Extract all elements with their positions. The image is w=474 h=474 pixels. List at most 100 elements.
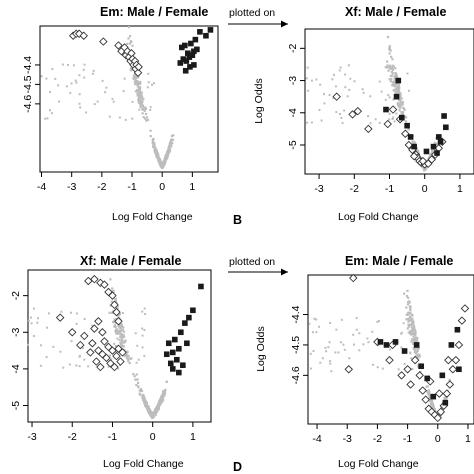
diamond-point <box>112 351 121 361</box>
square-point <box>393 93 400 100</box>
bg-point <box>165 380 168 384</box>
bg-point <box>412 324 416 327</box>
panel-d-frame <box>307 274 474 425</box>
bg-point <box>324 346 327 349</box>
diamond-point <box>406 380 415 389</box>
square-point <box>383 342 390 348</box>
bg-point <box>405 294 409 298</box>
bg-point <box>108 115 111 118</box>
y-tick-label: -4.5 <box>22 75 34 93</box>
square-point <box>404 122 410 129</box>
x-tick-label: 1 <box>190 431 196 443</box>
bg-point <box>132 372 135 376</box>
bg-point <box>389 80 392 83</box>
bg-point <box>165 155 169 158</box>
bg-point <box>121 312 124 315</box>
bg-point <box>414 337 417 340</box>
bg-point <box>143 109 146 113</box>
square-point <box>167 360 174 367</box>
bg-point <box>136 92 139 95</box>
bg-point <box>414 330 417 333</box>
panel-a: Em: Male / Female -4 -3 -2 -1 0 1 Log Fold Chan… <box>22 5 219 223</box>
bg-point <box>68 363 71 366</box>
bg-point <box>332 97 335 100</box>
square-point <box>377 339 384 345</box>
bg-point <box>386 64 389 67</box>
panel-d-background-points <box>308 289 451 421</box>
arrow-text-top: plotted on <box>229 7 275 19</box>
bg-point <box>117 313 120 316</box>
bg-point <box>378 80 381 83</box>
bg-point <box>338 112 341 115</box>
bg-point <box>129 35 132 38</box>
bg-point <box>111 287 114 290</box>
square-point <box>430 143 437 150</box>
diamond-point <box>451 355 461 365</box>
bg-point <box>114 325 117 329</box>
bg-point <box>133 375 136 378</box>
bg-point <box>339 341 342 344</box>
bg-point <box>329 321 332 324</box>
x-tick-label: 1 <box>189 181 195 193</box>
bg-point <box>408 300 411 303</box>
bg-point <box>51 68 54 71</box>
bg-point <box>392 82 395 85</box>
bg-point <box>140 102 144 105</box>
bg-point <box>390 66 393 69</box>
bg-point <box>85 111 88 114</box>
panel-letter-d: D <box>233 460 242 474</box>
bg-point <box>136 89 139 92</box>
x-tick-label: 0 <box>150 431 156 443</box>
bg-point <box>152 82 155 85</box>
square-point <box>413 342 420 348</box>
bg-point <box>52 345 55 348</box>
bg-point <box>401 100 404 104</box>
bg-point <box>111 311 114 314</box>
bg-point <box>306 121 309 124</box>
bg-point <box>392 89 395 92</box>
bg-point <box>328 341 331 344</box>
bg-point <box>137 82 140 85</box>
bg-point <box>115 329 118 332</box>
bg-point <box>418 355 421 358</box>
bg-point <box>392 98 395 101</box>
bg-point <box>134 90 137 93</box>
bg-point <box>67 63 70 66</box>
bg-point <box>135 383 138 387</box>
bg-point <box>388 96 391 99</box>
bg-point <box>121 334 125 337</box>
square-point <box>442 399 449 406</box>
bg-point <box>128 361 131 365</box>
bg-point <box>433 408 436 411</box>
bg-point <box>358 349 361 352</box>
bg-point <box>159 400 162 403</box>
x-tick-label: -2 <box>68 431 77 443</box>
bg-point <box>30 316 33 319</box>
bg-point <box>407 320 410 323</box>
square-point <box>395 77 402 84</box>
x-tick-label: 0 <box>435 433 441 445</box>
bg-point <box>133 80 137 83</box>
bg-point <box>140 94 143 98</box>
bg-point <box>353 343 356 346</box>
diamond-point <box>102 353 111 363</box>
bg-point <box>325 350 328 353</box>
bg-point <box>319 83 322 86</box>
y-tick-label: -4 <box>10 364 22 373</box>
bg-point <box>134 73 137 76</box>
bg-point <box>388 52 391 55</box>
diamond-point <box>435 389 444 398</box>
bg-point <box>400 102 403 105</box>
bg-point <box>331 78 334 81</box>
bg-point <box>159 398 162 401</box>
bg-point <box>310 79 313 82</box>
bg-point <box>398 87 401 90</box>
bg-point <box>83 358 86 361</box>
bg-point <box>138 82 141 85</box>
bg-point <box>30 322 33 325</box>
bg-point <box>149 106 152 109</box>
bg-point <box>120 345 123 348</box>
y-tick-label: -4.4 <box>22 56 34 74</box>
bg-point <box>83 63 86 66</box>
bg-point <box>156 407 159 410</box>
